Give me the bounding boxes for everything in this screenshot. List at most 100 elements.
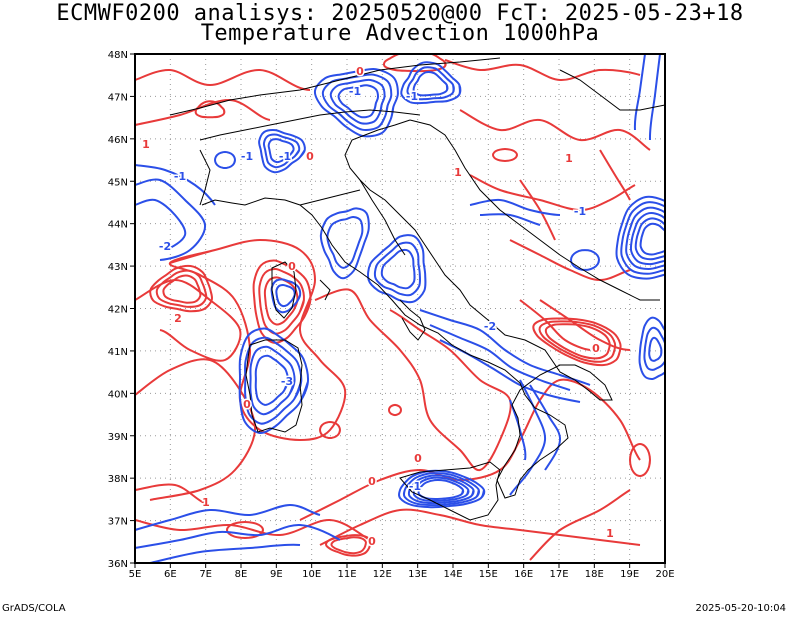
y-tick-label: 43N — [108, 262, 128, 273]
y-tick-label: 42N — [108, 305, 128, 316]
contour-line — [314, 288, 512, 472]
northern-border — [169, 57, 501, 116]
contour-ring — [412, 476, 470, 503]
ticks — [130, 53, 666, 568]
contour-ring — [330, 536, 367, 555]
contour-label: 0 — [356, 65, 364, 78]
contour-line — [135, 504, 321, 531]
contour-line — [599, 149, 631, 201]
contour-line — [135, 358, 257, 501]
contour-line — [135, 523, 341, 549]
contour-ring — [643, 326, 665, 371]
contour-ring — [149, 264, 214, 313]
contour-ring — [402, 472, 481, 507]
contour-line — [479, 213, 541, 226]
contour-ring — [326, 215, 364, 269]
coastline-layer — [169, 57, 665, 521]
contour-label: -3 — [281, 375, 293, 388]
contour-line — [135, 483, 211, 506]
contour-ring — [639, 222, 665, 256]
y-tick-label: 38N — [108, 474, 128, 485]
contour-label: -2 — [159, 240, 171, 253]
contour-line — [444, 59, 641, 82]
contour-line — [529, 489, 631, 561]
y-tick-label: 39N — [108, 432, 128, 443]
contour-ring — [270, 278, 302, 314]
region-border — [299, 189, 361, 206]
contour-ring — [321, 73, 393, 131]
contour-label: 0 — [592, 342, 600, 355]
contour-line — [509, 379, 547, 496]
contour-line — [509, 399, 527, 461]
x-tick-label: 5E — [129, 569, 142, 580]
contour-ring — [367, 234, 427, 304]
x-tick-label: 13E — [408, 569, 427, 580]
timestamp: 2025-05-20-10:04 — [695, 603, 786, 614]
contour-label: 0 — [306, 150, 314, 163]
contour-ring — [373, 241, 422, 297]
contour-line — [135, 164, 216, 206]
contour-label: -1 — [349, 85, 361, 98]
y-tick-label: 37N — [108, 517, 128, 528]
contour-line — [519, 179, 556, 241]
contour-label: -1 — [279, 150, 291, 163]
contour-label: -1 — [409, 480, 421, 493]
corsica-coast — [271, 261, 297, 319]
contour-ring — [238, 327, 310, 435]
contour-ring — [263, 276, 299, 326]
contour-line — [135, 98, 271, 126]
x-tick-label: 17E — [549, 569, 568, 580]
contour-ring — [226, 521, 264, 539]
y-tick-label: 47N — [108, 92, 128, 103]
y-tick-label: 46N — [108, 135, 128, 146]
contour-ring — [262, 133, 301, 169]
contour-ring — [620, 201, 665, 275]
x-tick-label: 7E — [199, 569, 212, 580]
contour-ring — [625, 206, 665, 271]
contour-ring — [254, 354, 289, 406]
contour-line — [135, 518, 371, 541]
x-tick-label: 11E — [337, 569, 356, 580]
contour-ring — [258, 129, 306, 174]
contour-ring — [615, 195, 665, 280]
contour-ring — [648, 336, 663, 362]
contour-line — [519, 299, 591, 351]
contour-line — [469, 174, 636, 211]
contour-line — [299, 378, 641, 521]
contour-line — [319, 508, 641, 546]
contour-line — [469, 198, 561, 216]
contour-ring — [319, 207, 370, 280]
tick-labels: 5E 6E 7E 8E 9E 10E 11E 12E 13E 14E 15E 16E 17E 18E 19E… — [108, 50, 675, 580]
contour-ring — [214, 150, 236, 170]
contour-ring — [329, 78, 386, 125]
contour-ring — [634, 217, 665, 261]
contour-label: 0 — [368, 475, 376, 488]
y-tick-label: 36N — [108, 559, 128, 570]
contour-line — [419, 309, 591, 386]
contour-label: 1 — [202, 496, 210, 509]
contour-label: 1 — [454, 166, 462, 179]
france-border — [199, 149, 211, 206]
x-tick-label: 6E — [164, 569, 177, 580]
contour-label: 1 — [565, 152, 573, 165]
contour-ring — [267, 138, 295, 164]
x-tick-label: 16E — [514, 569, 533, 580]
contour-line — [509, 239, 631, 281]
contour-ring — [629, 212, 665, 266]
x-tick-label: 10E — [302, 569, 321, 580]
contour-ring — [155, 269, 208, 308]
contour-line — [529, 384, 562, 471]
x-tick-label: 19E — [620, 569, 639, 580]
contour-label: -1 — [241, 150, 253, 163]
y-tick-label: 45N — [108, 177, 128, 188]
contour-label: -2 — [484, 320, 496, 333]
contour-labels: -2 -1 -1 -1 -1 -1 -1 -1 -3 -2 0 0 0 0 0 0 0 0 1 1 1 1 2 1 — [141, 64, 616, 550]
x-tick-label: 18E — [585, 569, 604, 580]
contour-ring — [319, 420, 341, 440]
italy-coast — [201, 119, 613, 499]
contour-label: -1 — [174, 170, 186, 183]
contour-ring — [275, 284, 296, 308]
region-border — [399, 299, 426, 341]
x-tick-label: 12E — [373, 569, 392, 580]
